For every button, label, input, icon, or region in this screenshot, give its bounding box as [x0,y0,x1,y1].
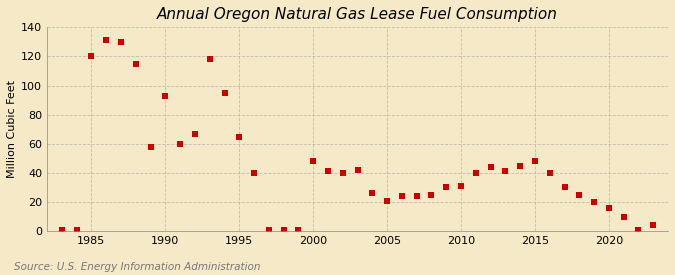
Text: Source: U.S. Energy Information Administration: Source: U.S. Energy Information Administ… [14,262,260,272]
Title: Annual Oregon Natural Gas Lease Fuel Consumption: Annual Oregon Natural Gas Lease Fuel Con… [157,7,558,22]
Y-axis label: Million Cubic Feet: Million Cubic Feet [7,80,17,178]
